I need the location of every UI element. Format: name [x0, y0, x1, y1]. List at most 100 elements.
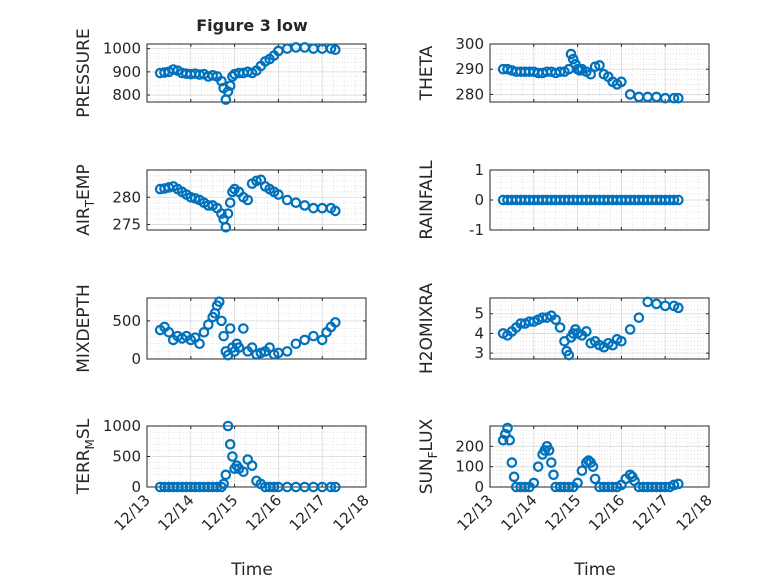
data-point: [554, 322, 566, 333]
y-tick-label: 0: [131, 350, 141, 368]
data-point: [616, 335, 627, 347]
x-tick-label: 12/15: [541, 491, 584, 534]
x-tick-label: 12/15: [198, 491, 241, 534]
data-point: [572, 477, 583, 489]
data-point: [616, 76, 627, 88]
data-point: [281, 346, 293, 357]
axes-frame: [146, 169, 367, 231]
subplot-rainfall: -1 0 1 RAINFALL: [417, 160, 710, 240]
data-point: [594, 60, 605, 71]
y-tick-label: 100: [455, 458, 484, 476]
data-point: [220, 221, 232, 233]
data-point: [238, 323, 249, 334]
data-point: [203, 319, 214, 330]
data-point: [330, 481, 341, 493]
data-point: [673, 194, 684, 206]
data-point: [233, 342, 245, 353]
data-point: [497, 434, 509, 446]
data-point: [330, 205, 341, 217]
data-point: [224, 80, 236, 92]
y-tick-label: 0: [474, 191, 484, 209]
x-tick-label: 12/13: [111, 491, 154, 534]
y-tick-label: 500: [112, 448, 141, 466]
y-tick-label: 1000: [103, 417, 141, 435]
y-axis-label: TERRMSL: [74, 418, 97, 495]
y-tick-label: 300: [455, 35, 484, 53]
data-point: [316, 334, 328, 346]
data-point: [668, 92, 680, 104]
data-point: [198, 327, 210, 338]
data-point: [563, 349, 575, 361]
data-point: [673, 478, 684, 490]
data-point: [668, 479, 680, 491]
x-tick-label: 12/16: [585, 491, 628, 534]
y-axis-label: H2OMIXRA: [417, 283, 437, 374]
y-axis-label: RAINFALL: [417, 160, 437, 240]
data-point: [224, 438, 236, 450]
data-point: [633, 312, 645, 323]
data-point: [299, 200, 310, 211]
subplot-sun_flux: 0 100 200 12/13 12/14 12/15 12/16 12/17 12/18 SUN…: [417, 418, 716, 534]
data-point: [528, 477, 540, 489]
y-tick-label: 1: [474, 161, 484, 179]
y-axis-label: PRESSURE: [74, 28, 94, 117]
data-point: [673, 92, 684, 104]
x-tick-label: 12/14: [497, 491, 540, 534]
data-point: [242, 194, 254, 206]
data-point: [218, 330, 229, 342]
data-point: [563, 481, 575, 493]
y-tick-label: 0: [474, 478, 484, 496]
x-tick-label: 12/16: [242, 491, 285, 534]
data-point: [281, 194, 293, 206]
data-point: [290, 338, 302, 350]
data-point: [576, 465, 588, 477]
x-axis-label-left: Time: [230, 560, 273, 580]
data-point: [550, 314, 561, 325]
y-tick-label: 500: [112, 312, 141, 330]
data-point: [325, 43, 337, 54]
data-point: [502, 422, 513, 434]
axes-frame: [489, 43, 710, 103]
data-point: [213, 296, 225, 308]
data-point: [224, 323, 236, 334]
y-axis-label: MIXDEPTH: [74, 284, 94, 373]
data-point: [238, 466, 249, 478]
data-point: [546, 457, 557, 468]
subplot-h2omixra: 3 45 H2OMIXRA: [417, 283, 710, 374]
data-point: [532, 461, 544, 472]
x-tick-label: 12/13: [454, 491, 497, 534]
data-point: [290, 197, 302, 209]
data-point: [203, 200, 214, 211]
data-point: [504, 434, 516, 446]
y-tick-label: 4: [474, 324, 484, 342]
data-point: [251, 175, 262, 187]
data-point: [224, 197, 236, 209]
x-tick-label: 12/17: [629, 491, 672, 534]
x-tick-label: 12/18: [330, 491, 373, 534]
x-tick-label: 12/14: [154, 491, 197, 534]
data-point: [216, 315, 227, 327]
data-point: [227, 451, 238, 462]
y-tick-label: 280: [455, 85, 484, 103]
data-point: [581, 326, 592, 337]
data-point: [185, 191, 197, 203]
data-point: [587, 461, 599, 472]
data-point: [222, 420, 234, 432]
y-tick-label: 3: [474, 344, 484, 362]
y-tick-label: 800: [112, 86, 141, 104]
data-point: [548, 469, 559, 481]
data-point: [589, 473, 601, 485]
y-tick-label: 1000: [103, 40, 141, 58]
y-axis-label: AIRTEMP: [74, 164, 97, 235]
data-point: [624, 324, 636, 335]
data-point: [325, 481, 337, 493]
y-tick-label: 290: [455, 60, 484, 78]
data-point: [508, 471, 520, 483]
data-point: [506, 457, 518, 468]
data-point: [194, 338, 205, 350]
data-point: [673, 302, 684, 314]
subplot-mixdepth: 0 500 MIXDEPTH: [74, 284, 367, 373]
data-point: [308, 330, 319, 342]
